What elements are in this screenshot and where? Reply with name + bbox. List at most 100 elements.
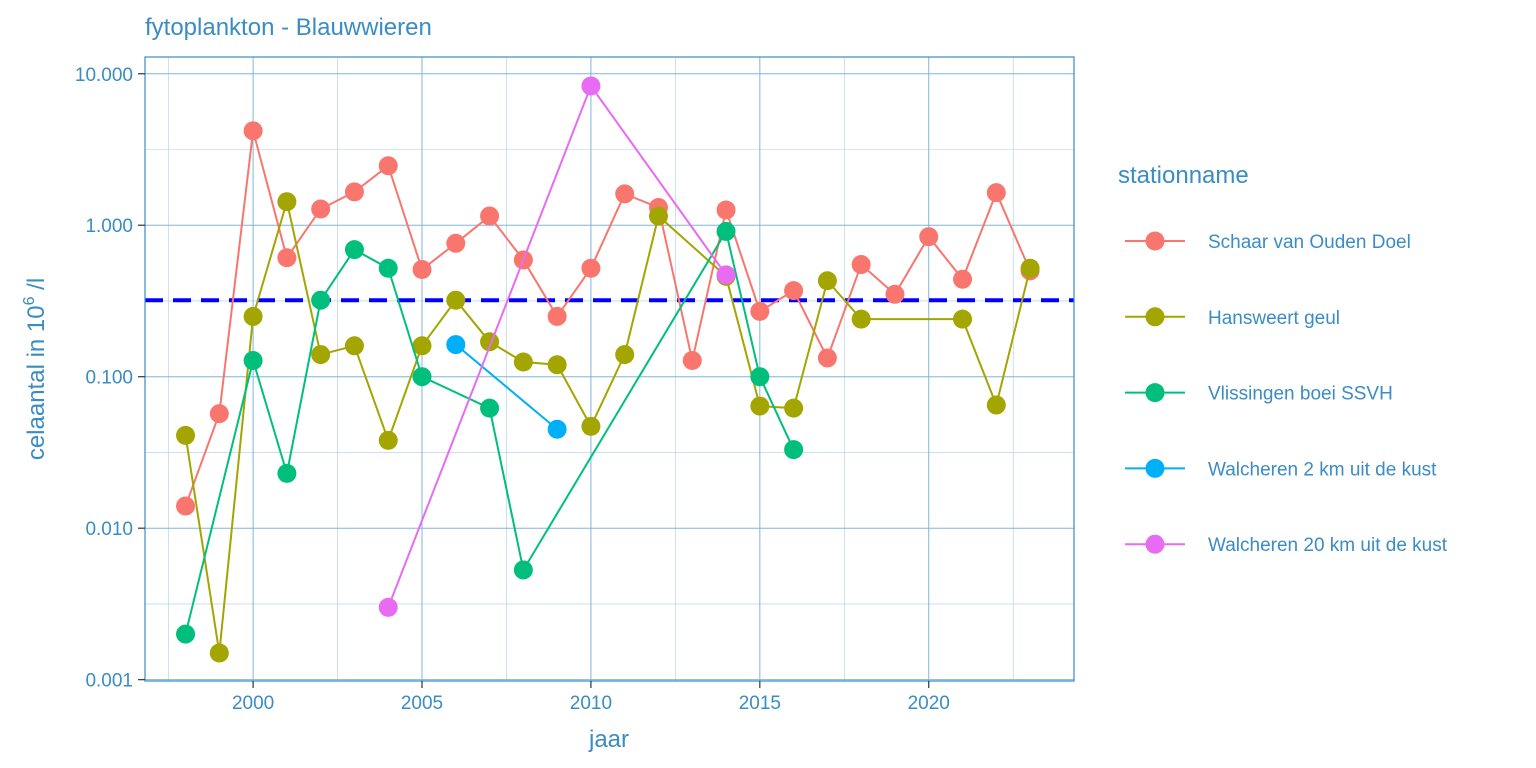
axes: 2000 2005 2010 2015 2020 0.001 0.010 0.100 1.000… xyxy=(75,65,950,714)
chart-title: fytoplankton - Blauwwieren xyxy=(145,14,432,41)
data-point xyxy=(581,76,601,96)
data-point xyxy=(344,240,364,260)
data-point xyxy=(750,301,770,321)
data-point xyxy=(750,396,770,416)
legend-label: Schaar van Ouden Doel xyxy=(1208,232,1411,253)
data-point xyxy=(243,121,263,141)
data-point xyxy=(344,182,364,202)
data-point xyxy=(750,367,770,387)
data-point xyxy=(378,430,398,450)
data-point xyxy=(784,281,804,301)
data-point xyxy=(412,367,432,387)
panel-border xyxy=(144,56,1075,682)
series-walcheren-2-km-uit-de-kust xyxy=(446,335,567,439)
y-tick-label: 0.010 xyxy=(85,519,133,540)
x-axis-label: jaar xyxy=(588,726,629,753)
series-line xyxy=(455,343,558,431)
y-axis-label-suffix: /l xyxy=(23,278,50,297)
grid xyxy=(145,57,1074,681)
data-point xyxy=(784,398,804,418)
data-point xyxy=(784,440,804,460)
y-axis-label-main: celaantal in 10 xyxy=(23,305,50,460)
data-point xyxy=(513,352,533,372)
legend-item: Walcheren 20 km uit de kust xyxy=(1125,534,1448,556)
x-tick-label: 2005 xyxy=(401,693,443,714)
data-point xyxy=(446,335,466,355)
legend-key-point xyxy=(1145,383,1165,403)
data-point xyxy=(243,306,263,326)
data-point xyxy=(311,345,331,365)
data-point xyxy=(851,255,871,275)
y-tick-label: 1.000 xyxy=(85,216,133,237)
data-point xyxy=(817,348,837,368)
data-point xyxy=(480,398,500,418)
data-point xyxy=(547,419,567,439)
data-point xyxy=(648,206,668,226)
data-point xyxy=(581,416,601,436)
series-line xyxy=(184,228,795,635)
data-point xyxy=(277,192,297,212)
data-point xyxy=(344,336,364,356)
data-point xyxy=(581,258,601,278)
series-hansweert-geul xyxy=(176,192,1040,663)
y-tick-label: 10.000 xyxy=(75,65,133,86)
data-point xyxy=(953,269,973,289)
legend-item: Schaar van Ouden Doel xyxy=(1125,231,1411,253)
data-point xyxy=(547,355,567,375)
legend-item: Hansweert geul xyxy=(1125,307,1340,329)
y-tick-label: 0.001 xyxy=(85,671,133,692)
data-point xyxy=(209,404,229,424)
data-point xyxy=(277,463,297,483)
x-tick-label: 2020 xyxy=(908,693,950,714)
series-walcheren-20-km-uit-de-kust xyxy=(378,76,736,617)
data-point xyxy=(209,643,229,663)
data-point xyxy=(1020,258,1040,278)
data-point xyxy=(615,345,635,365)
data-point xyxy=(412,260,432,280)
data-point xyxy=(851,309,871,329)
data-point xyxy=(176,496,196,516)
data-point xyxy=(716,265,736,285)
legend-key-point xyxy=(1145,458,1165,478)
data-point xyxy=(953,309,973,329)
data-point xyxy=(176,425,196,445)
legend-title: stationname xyxy=(1118,162,1249,189)
data-point xyxy=(513,560,533,580)
data-point xyxy=(378,258,398,278)
data-point xyxy=(277,248,297,268)
legend-key-point xyxy=(1145,307,1165,327)
legend-key-point xyxy=(1145,231,1165,251)
legend-label: Vlissingen boei SSVH xyxy=(1208,384,1393,405)
data-point xyxy=(885,284,905,304)
data-point xyxy=(243,350,263,370)
data-point xyxy=(311,199,331,219)
legend-item: Vlissingen boei SSVH xyxy=(1125,383,1393,405)
y-axis-label-sup: 6 xyxy=(21,296,38,305)
series-schaar-van-ouden-doel xyxy=(176,121,1040,516)
data-point xyxy=(986,183,1006,203)
data-point xyxy=(716,221,736,241)
data-point xyxy=(919,227,939,247)
data-point xyxy=(378,156,398,176)
data-point xyxy=(480,206,500,226)
data-point xyxy=(817,271,837,291)
x-tick-label: 2010 xyxy=(570,693,612,714)
y-axis-label: celaantal in 106 /l xyxy=(21,278,50,460)
legend-key-point xyxy=(1145,534,1165,554)
data-point xyxy=(446,290,466,310)
series-vlissingen-boei-ssvh xyxy=(176,221,804,644)
x-tick-label: 2000 xyxy=(232,693,274,714)
legend-label: Walcheren 20 km uit de kust xyxy=(1208,535,1448,556)
y-tick-label: 0.100 xyxy=(85,368,133,389)
data-point xyxy=(716,200,736,220)
data-point xyxy=(547,306,567,326)
data-point xyxy=(412,336,432,356)
data-point xyxy=(311,290,331,310)
legend-label: Walcheren 2 km uit de kust xyxy=(1208,459,1437,480)
data-point xyxy=(682,350,702,370)
data-point xyxy=(986,395,1006,415)
data-point xyxy=(176,624,196,644)
data-point xyxy=(378,597,398,617)
legend-label: Hansweert geul xyxy=(1208,308,1340,329)
data-point xyxy=(615,184,635,204)
